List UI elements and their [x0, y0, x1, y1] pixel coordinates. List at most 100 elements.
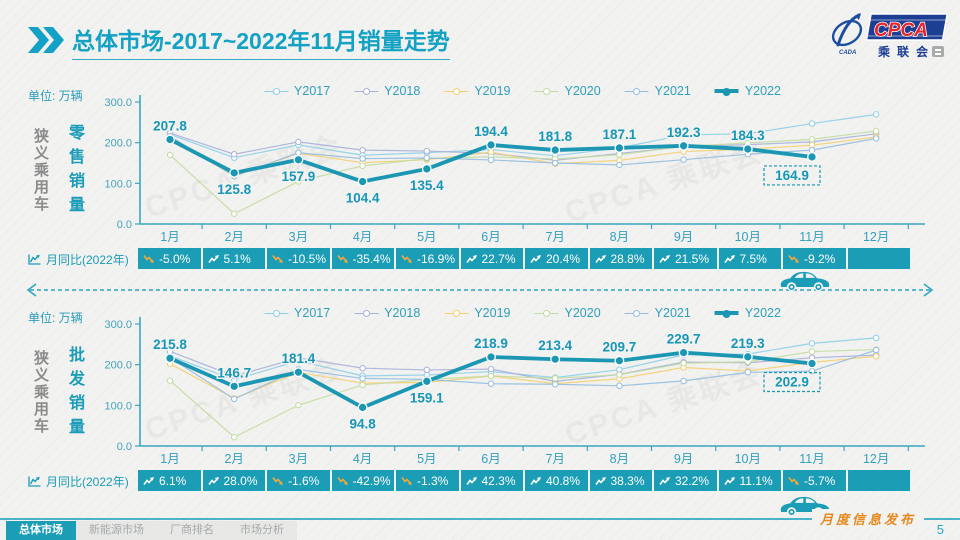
legend-label: Y2017 — [294, 84, 331, 98]
svg-text:8月: 8月 — [610, 230, 629, 244]
yoy-cell-2月: 5.1% — [202, 248, 265, 269]
svg-text:194.4: 194.4 — [474, 124, 508, 139]
legend-label: Y2022 — [744, 306, 781, 320]
yoy-cell-1月: -5.0% — [138, 248, 201, 269]
retail-chart: Y2017 Y2018 Y2019 Y2020 Y2021 Y2022 0.0 100.0 20… — [95, 84, 950, 248]
chart-legend: Y2017 Y2018 Y2019 Y2020 Y2021 Y2022 — [264, 84, 781, 98]
yoy-cell-11月: -9.2% — [783, 248, 846, 269]
svg-text:7月: 7月 — [545, 452, 564, 466]
legend-label: Y2021 — [654, 84, 691, 98]
yoy-cell-9月: 32.2% — [654, 470, 717, 491]
yoy-value: 28.8% — [610, 251, 645, 266]
yoy-cell-6月: 22.7% — [460, 248, 523, 269]
trend-up-icon — [143, 476, 154, 485]
svg-text:3月: 3月 — [289, 452, 308, 466]
yoy-value: 20.4% — [546, 251, 581, 266]
unit-label: 单位: 万辆 — [28, 311, 83, 325]
legend-swatch-icon — [354, 90, 379, 92]
trend-up-icon — [594, 476, 606, 485]
svg-text:6月: 6月 — [481, 452, 500, 466]
svg-text:0.0: 0.0 — [117, 219, 132, 231]
svg-text:213.4: 213.4 — [538, 338, 572, 353]
trend-up-icon — [659, 476, 670, 485]
svg-text:215.8: 215.8 — [153, 337, 187, 352]
svg-text:187.1: 187.1 — [603, 127, 637, 142]
trend-up-icon — [465, 476, 477, 485]
trend-down-icon — [336, 476, 348, 485]
yoy-value: -5.0% — [159, 251, 191, 266]
trend-down-icon — [272, 254, 283, 263]
tab-market-analysis[interactable]: 市场分析 — [240, 524, 284, 536]
tab-oem-ranking[interactable]: 厂商排名 — [170, 524, 214, 536]
svg-text:135.4: 135.4 — [410, 178, 444, 193]
svg-text:8月: 8月 — [610, 452, 629, 466]
yoy-cell-7月: 20.4% — [525, 248, 588, 269]
yoy-value: 38.3% — [610, 473, 645, 488]
footer-tabs: 总体市场 新能源市场 厂商排名 市场分析 — [6, 521, 297, 540]
trend-down-icon — [401, 254, 412, 263]
tab-nev-market[interactable]: 新能源市场 — [89, 524, 144, 536]
cpca-emblem-icon: CADA — [831, 13, 863, 56]
svg-text:2月: 2月 — [224, 230, 243, 244]
trend-up-icon — [465, 254, 477, 263]
yoy-cell-3月: -1.6% — [267, 470, 330, 491]
tab-overall-market[interactable]: 总体市场 — [6, 521, 76, 540]
svg-text:157.9: 157.9 — [282, 169, 316, 184]
yoy-cell-7月: 40.8% — [525, 470, 588, 491]
legend-item-Y2022: Y2022 — [714, 84, 781, 98]
yoy-cell-10月: 7.5% — [718, 248, 781, 269]
legend-label: Y2017 — [294, 306, 331, 320]
trend-up-icon — [723, 476, 735, 485]
yoy-value: -10.5% — [288, 251, 327, 266]
svg-text:7月: 7月 — [545, 230, 564, 244]
release-note: 月度信息发布 — [812, 509, 925, 528]
yoy-label: 月同比(2022年) — [28, 471, 129, 491]
svg-text:209.7: 209.7 — [603, 340, 637, 355]
svg-text:300.0: 300.0 — [104, 97, 132, 109]
legend-item-Y2019: Y2019 — [444, 306, 511, 320]
vehicle-class-label: 狭义乘用车 — [32, 350, 49, 435]
yoy-value: -9.2% — [804, 251, 836, 266]
svg-text:218.9: 218.9 — [474, 336, 508, 351]
yoy-value: 5.1% — [223, 251, 251, 266]
legend-label: Y2022 — [744, 84, 781, 98]
svg-text:164.9: 164.9 — [775, 168, 809, 183]
legend-item-Y2018: Y2018 — [354, 306, 420, 320]
yoy-cell-12月 — [847, 248, 910, 269]
svg-text:乘联会: 乘联会 — [877, 44, 935, 59]
svg-text:2月: 2月 — [224, 452, 243, 466]
legend-swatch-icon — [534, 312, 559, 314]
svg-text:11月: 11月 — [799, 230, 824, 244]
double-chevron-icon — [28, 27, 64, 53]
retail-section: CPCA 乘联会 CPCA 乘联会 单位: 万辆 狭义乘用车 零售销量 Y201… — [0, 82, 960, 282]
legend-swatch-icon — [354, 312, 379, 314]
trend-up-icon — [207, 254, 219, 263]
svg-text:94.8: 94.8 — [349, 416, 376, 431]
yoy-value: -1.6% — [288, 473, 320, 488]
yoy-value: 21.5% — [675, 251, 710, 266]
legend-item-Y2017: Y2017 — [264, 306, 330, 320]
yoy-row-wholesale: 6.1% 28.0% -1.6% -42.9% -1.3% 42.3% 40.8% 38.3%… — [138, 470, 910, 491]
svg-text:181.8: 181.8 — [538, 129, 572, 144]
svg-text:200.0: 200.0 — [104, 360, 132, 372]
yoy-cell-10月: 11.1% — [718, 470, 781, 491]
page-number: 5 — [936, 522, 944, 537]
svg-text:4月: 4月 — [353, 230, 372, 244]
legend-swatch-icon — [264, 312, 289, 314]
yoy-cell-8月: 38.3% — [589, 470, 652, 491]
svg-text:5月: 5月 — [417, 452, 436, 466]
legend-swatch-icon — [264, 90, 289, 92]
svg-text:192.3: 192.3 — [667, 125, 701, 140]
svg-text:207.8: 207.8 — [153, 118, 187, 133]
svg-text:5月: 5月 — [417, 230, 436, 244]
yoy-cell-11月: -5.7% — [783, 470, 846, 491]
yoy-cell-3月: -10.5% — [267, 248, 330, 269]
page-title: 总体市场-2017~2022年11月销量走势 — [72, 22, 450, 60]
yoy-cell-4月: -42.9% — [331, 470, 394, 491]
yoy-value: 22.7% — [481, 251, 516, 266]
svg-text:229.7: 229.7 — [667, 332, 701, 347]
wholesale-chart: Y2017 Y2018 Y2019 Y2020 Y2021 Y2022 0.0 100.0 20… — [95, 306, 950, 470]
page-title-main: 总体市场 — [72, 28, 164, 54]
svg-text:1月: 1月 — [160, 452, 179, 466]
yoy-value: -16.9% — [417, 251, 456, 266]
